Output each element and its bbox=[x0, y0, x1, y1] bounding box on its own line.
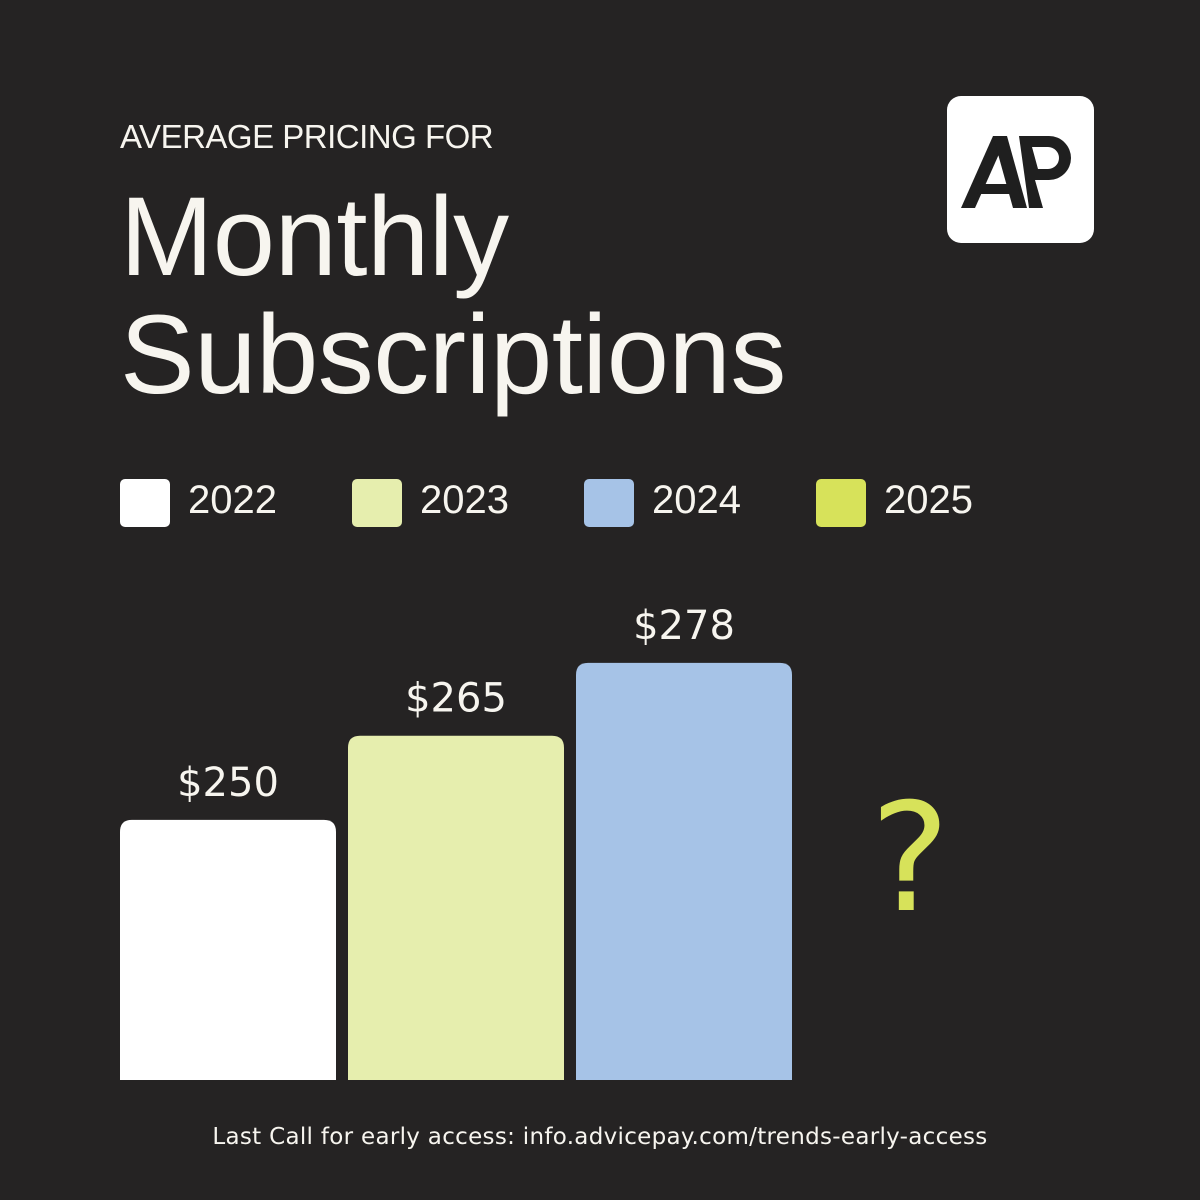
title-line-2: Subscriptions bbox=[120, 292, 786, 417]
ap-logo-icon: AP bbox=[961, 136, 1071, 208]
page-title: Monthly Subscriptions bbox=[120, 178, 786, 414]
legend-swatch bbox=[584, 479, 634, 527]
data-label-2024: $278 bbox=[633, 603, 735, 649]
legend-swatch bbox=[120, 479, 170, 527]
legend-swatch bbox=[816, 479, 866, 527]
legend-label: 2023 bbox=[420, 478, 509, 522]
data-label-2022: $250 bbox=[177, 760, 279, 806]
advicepay-logo: AP bbox=[947, 96, 1094, 243]
bar-chart: $250 $265 $278? bbox=[120, 603, 950, 1080]
legend-swatch bbox=[352, 479, 402, 527]
bar-2024 bbox=[576, 662, 792, 1080]
title-line-1: Monthly bbox=[120, 174, 509, 299]
chart-legend: 2022 2023 2024 2025 bbox=[120, 473, 1080, 533]
data-label-2025: ? bbox=[870, 772, 950, 946]
legend-label: 2024 bbox=[652, 478, 741, 522]
bar-2022 bbox=[120, 819, 336, 1080]
legend-label: 2022 bbox=[188, 478, 277, 522]
legend-label: 2025 bbox=[884, 478, 973, 522]
bar-2023 bbox=[348, 735, 564, 1080]
data-label-2023: $265 bbox=[405, 676, 507, 722]
eyebrow-text: AVERAGE PRICING FOR bbox=[120, 118, 494, 155]
footer-cta: Last Call for early access: info.advicep… bbox=[212, 1124, 988, 1150]
